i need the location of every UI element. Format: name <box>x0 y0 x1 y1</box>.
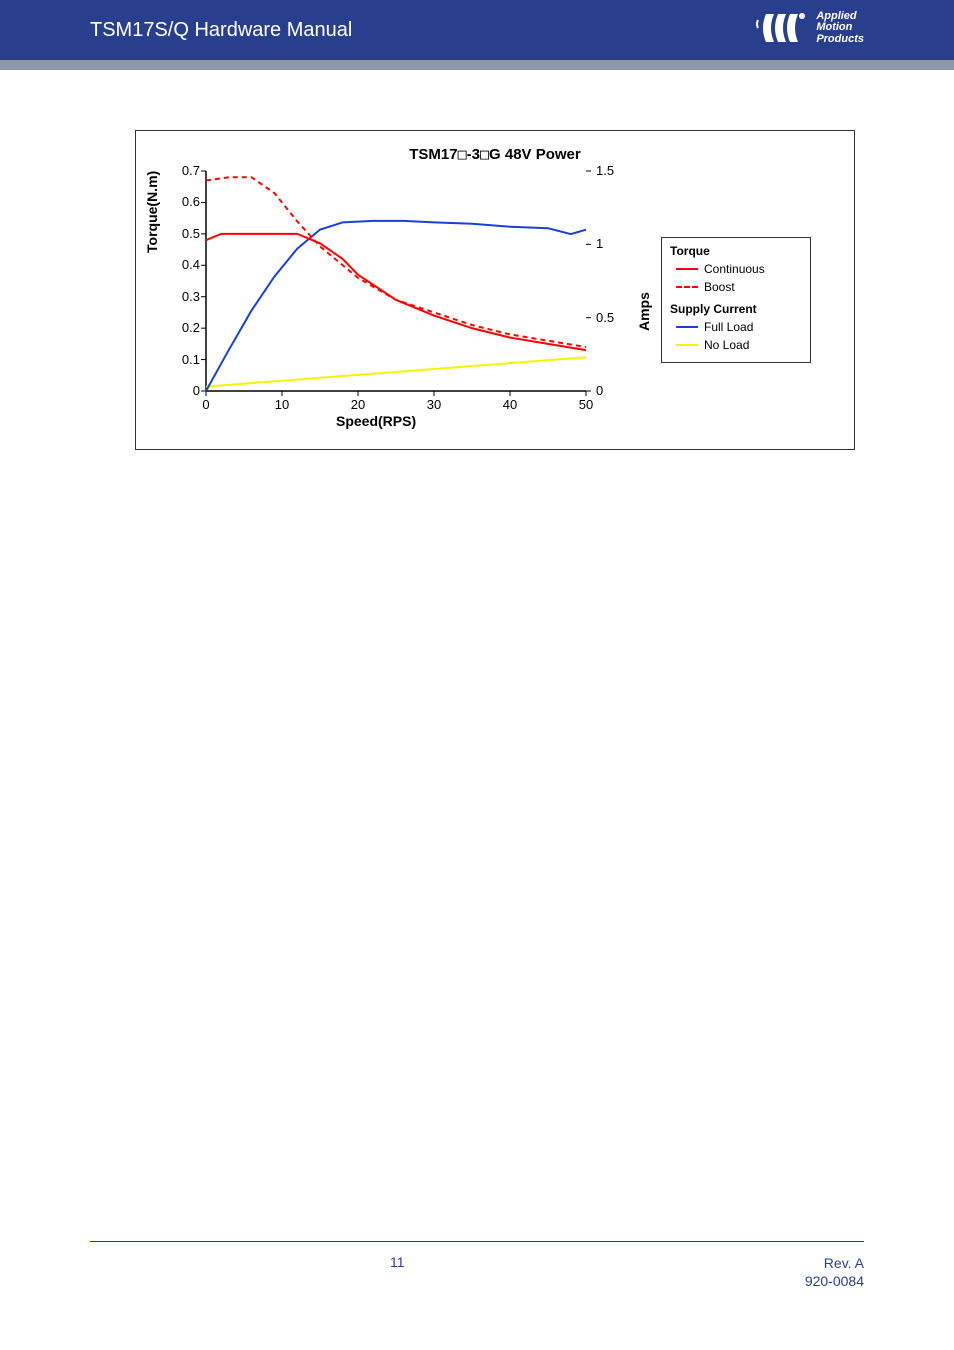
swatch-full-load <box>676 326 698 328</box>
plot-area <box>206 171 586 391</box>
brand-line-3: Products <box>816 34 864 46</box>
x-axis-label: Speed(RPS) <box>136 413 854 429</box>
header-band <box>0 60 954 70</box>
revision: Rev. A <box>805 1254 864 1272</box>
page-footer: 11 Rev. A 920-0084 <box>90 1241 864 1290</box>
swatch-boost <box>676 286 698 288</box>
legend-boost: Boost <box>676 278 802 296</box>
brand-text: Applied Motion Products <box>816 11 864 46</box>
swatch-no-load <box>676 344 698 346</box>
logo-icon <box>756 8 810 48</box>
legend-boost-label: Boost <box>704 278 735 296</box>
legend-no-load: No Load <box>676 336 802 354</box>
title-mid: -3 <box>467 146 480 163</box>
legend-supply-header: Supply Current <box>670 302 802 316</box>
legend-continuous-label: Continuous <box>704 260 765 278</box>
legend-no-load-label: No Load <box>704 336 749 354</box>
chart-svg <box>206 171 586 391</box>
page-number: 11 <box>90 1254 405 1270</box>
chart-container: TSM17□-3□G 48V Power Torque(N.m) Amps Sp… <box>135 130 855 450</box>
chart-title: TSM17□-3□G 48V Power <box>136 145 854 163</box>
y1-axis-label: Torque(N.m) <box>144 171 160 253</box>
page-header: TSM17S/Q Hardware Manual Applied Motion … <box>0 0 954 60</box>
doc-number: 920-0084 <box>805 1272 864 1290</box>
footer-divider <box>90 1241 864 1242</box>
legend: Torque Continuous Boost Supply Current F… <box>661 237 811 363</box>
brand-logo: Applied Motion Products <box>756 8 864 48</box>
y2-axis-label: Amps <box>636 292 652 331</box>
legend-full-load: Full Load <box>676 318 802 336</box>
manual-title: TSM17S/Q Hardware Manual <box>90 19 352 42</box>
title-suffix: G 48V Power <box>489 146 581 163</box>
legend-full-load-label: Full Load <box>704 318 753 336</box>
swatch-continuous <box>676 268 698 270</box>
legend-torque-header: Torque <box>670 244 802 258</box>
legend-continuous: Continuous <box>676 260 802 278</box>
title-prefix: TSM17 <box>409 146 457 163</box>
